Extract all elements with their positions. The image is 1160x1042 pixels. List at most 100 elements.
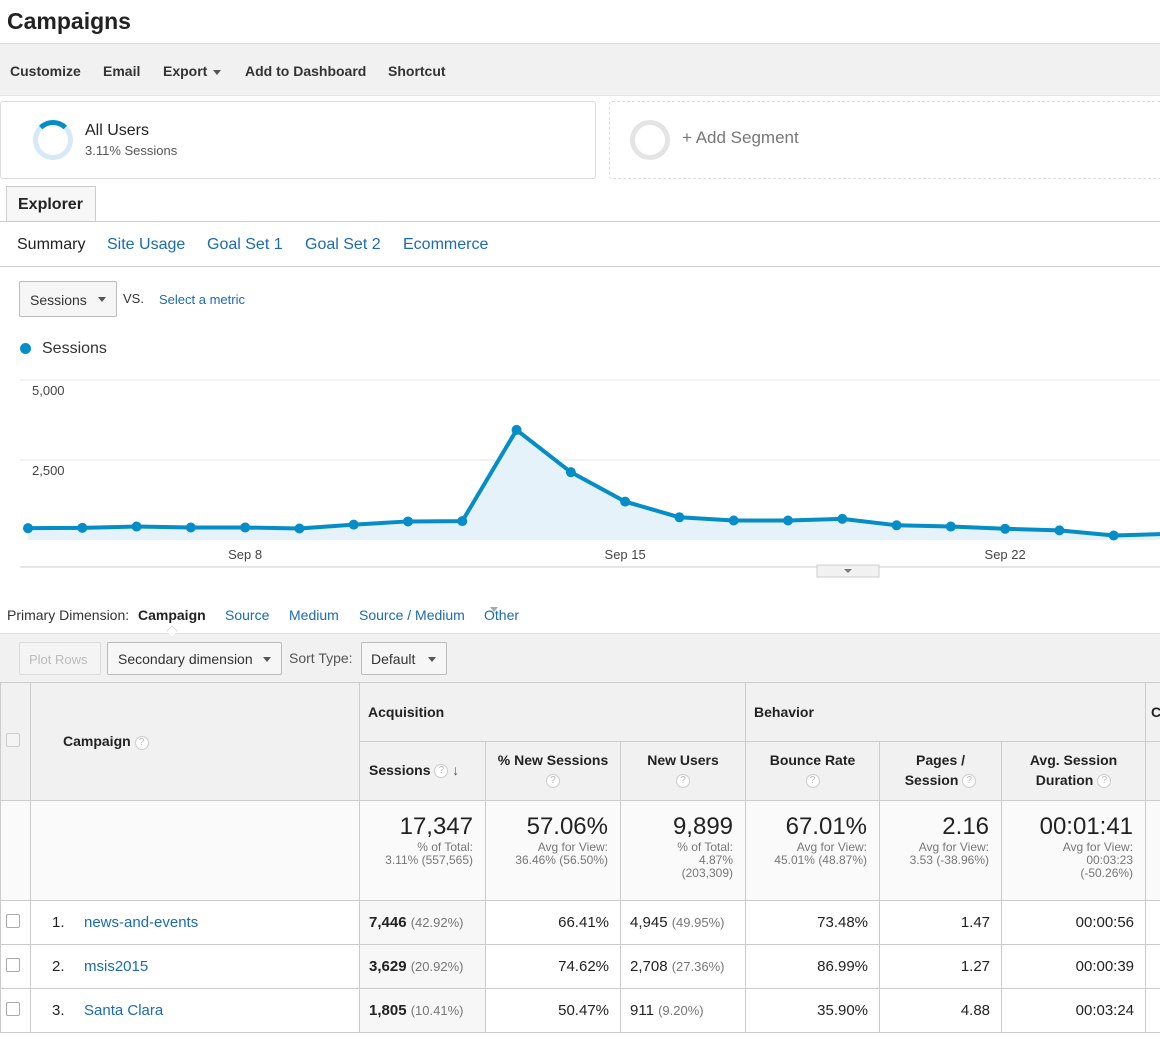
- customize-button[interactable]: Customize: [10, 63, 81, 79]
- sort-desc-arrow-icon[interactable]: ↓: [452, 762, 460, 778]
- new-users-cell: 2,708 (27.36%): [619, 944, 747, 989]
- total-pages-session-cell: 2.16 Avg for View: 3.53 (-38.96%): [879, 800, 1003, 901]
- subtab-summary[interactable]: Summary: [17, 236, 86, 253]
- help-icon[interactable]: ?: [134, 735, 149, 750]
- new-users-value: 911: [630, 1002, 654, 1019]
- email-button[interactable]: Email: [103, 63, 141, 79]
- export-button[interactable]: Export: [163, 63, 222, 79]
- total-pages-session: 2.16: [942, 813, 990, 840]
- total-sessions: 17,347: [399, 813, 473, 840]
- new-users-pct: (9.20%): [658, 1003, 704, 1018]
- chart-point: [511, 424, 522, 435]
- segment-all-users[interactable]: All Users 3.11% Sessions: [0, 101, 596, 179]
- dimension-campaign[interactable]: Campaign: [138, 607, 206, 623]
- data-table: Campaign ? Acquisition Behavior C Sessio…: [0, 682, 1160, 1042]
- total-sub: Avg for View:: [537, 840, 608, 854]
- chart-point: [23, 523, 33, 534]
- add-segment-box[interactable]: + Add Segment: [609, 101, 1160, 179]
- segment-ring-icon: [630, 120, 670, 160]
- chart-point: [240, 522, 251, 533]
- chart-point: [457, 516, 468, 527]
- dimension-source[interactable]: Source: [225, 607, 270, 623]
- row-checkbox[interactable]: [6, 1001, 20, 1016]
- sessions-cell: 3,629 (20.92%): [359, 944, 486, 989]
- metric-select[interactable]: Sessions: [19, 281, 117, 317]
- sessions-column-header[interactable]: Sessions ? ↓: [359, 741, 486, 801]
- subtab-goal-set-1[interactable]: Goal Set 1: [207, 236, 283, 253]
- subtab-ecommerce[interactable]: Ecommerce: [403, 236, 489, 253]
- subtab-site-usage[interactable]: Site Usage: [107, 236, 186, 253]
- help-icon[interactable]: ?: [962, 774, 977, 789]
- add-to-dashboard-button[interactable]: Add to Dashboard: [245, 63, 367, 79]
- total-sub: Avg for View:: [918, 840, 990, 854]
- vs-label: VS.: [123, 291, 144, 306]
- chevron-down-icon: [844, 569, 852, 573]
- total-sub: Avg for View:: [796, 840, 868, 854]
- row-checkbox[interactable]: [6, 957, 20, 972]
- total-sub: % of Total:: [677, 840, 734, 854]
- legend-sessions: Sessions: [42, 340, 107, 357]
- chart-point: [185, 522, 196, 533]
- chart-point: [1108, 530, 1119, 541]
- chevron-down-icon: [263, 657, 271, 662]
- avg-duration-cell: 00:00:56: [1001, 900, 1147, 945]
- dimension-medium[interactable]: Medium: [289, 607, 339, 623]
- help-icon[interactable]: ?: [805, 774, 820, 789]
- secondary-dimension-select[interactable]: Secondary dimension: [107, 642, 282, 675]
- new-users-value: 2,708: [630, 958, 668, 975]
- subtab-goal-set-2[interactable]: Goal Set 2: [305, 236, 381, 253]
- campaign-header[interactable]: Campaign ?: [30, 682, 360, 801]
- sessions-value: 1,805: [369, 1002, 407, 1019]
- y-tick-label: 5,000: [32, 383, 65, 398]
- secondary-dimension-label: Secondary dimension: [118, 651, 253, 667]
- bounce-rate-column-header[interactable]: Bounce Rate?: [745, 741, 881, 801]
- new-users-pct: (27.36%): [671, 959, 725, 974]
- bounce-rate-header-label: Bounce Rate: [769, 752, 856, 768]
- bounce-rate-cell: 35.90%: [745, 988, 881, 1033]
- new-users-column-header[interactable]: New Users?: [619, 741, 747, 801]
- tab-explorer[interactable]: Explorer: [6, 186, 96, 222]
- total-bounce-rate: 67.01%: [785, 813, 868, 840]
- sessions-header-label: Sessions: [369, 762, 431, 778]
- totals-cell: [30, 800, 360, 901]
- new-users-cell: 911 (9.20%): [619, 988, 747, 1033]
- help-icon[interactable]: ?: [1097, 774, 1112, 789]
- help-icon[interactable]: ?: [546, 774, 560, 789]
- help-icon[interactable]: ?: [434, 764, 449, 779]
- select-metric-link[interactable]: Select a metric: [159, 292, 245, 307]
- total-sub: 36.46% (56.50%): [515, 853, 608, 867]
- avg-duration-column-header[interactable]: Avg. Session Duration ?: [1001, 741, 1147, 801]
- total-sub: % of Total:: [417, 840, 473, 854]
- campaign-link[interactable]: Santa Clara: [84, 1002, 164, 1019]
- chart-series-line: [27, 427, 1160, 538]
- campaign-link[interactable]: msis2015: [84, 958, 149, 975]
- table-row: 1. news-and-events 7,446 (42.92%) 66.41% …: [0, 900, 1160, 945]
- pages-session-header-label: Pages /: [916, 752, 966, 768]
- new-sessions-column-header[interactable]: % New Sessions?: [485, 741, 621, 801]
- total-new-users: 9,899: [672, 813, 734, 840]
- x-tick-label: Sep 15: [605, 547, 646, 562]
- total-sub: (203,309): [681, 866, 734, 880]
- report-toolbar: Customize Email Export Add to Dashboard …: [0, 43, 1160, 96]
- row-number: 1.: [52, 914, 65, 931]
- select-all-checkbox[interactable]: [6, 733, 20, 747]
- sort-type-select[interactable]: Default: [361, 642, 447, 675]
- segment-name: All Users: [85, 122, 150, 139]
- shortcut-button[interactable]: Shortcut: [388, 63, 446, 79]
- new-users-value: 4,945: [630, 914, 668, 931]
- help-icon[interactable]: ?: [676, 774, 690, 789]
- plot-rows-button[interactable]: Plot Rows: [19, 642, 101, 675]
- row-checkbox[interactable]: [6, 913, 20, 928]
- total-sessions-cell: 17,347% of Total: 3.11% (557,565): [359, 800, 486, 901]
- chevron-down-icon: [213, 69, 222, 75]
- row-checkbox-cell: [0, 944, 31, 989]
- campaign-link[interactable]: news-and-events: [84, 914, 199, 931]
- avg-duration-header-label: Avg. Session: [1029, 752, 1118, 768]
- pages-session-column-header[interactable]: Pages / Session ?: [879, 741, 1003, 801]
- conversions-group-header: C: [1145, 682, 1160, 742]
- dimension-source-medium[interactable]: Source / Medium: [359, 607, 465, 623]
- avg-duration-cell: 00:03:24: [1001, 988, 1147, 1033]
- segment-ring-icon: [33, 120, 73, 160]
- chart-point: [77, 522, 88, 533]
- behavior-group-header: Behavior: [745, 682, 1147, 742]
